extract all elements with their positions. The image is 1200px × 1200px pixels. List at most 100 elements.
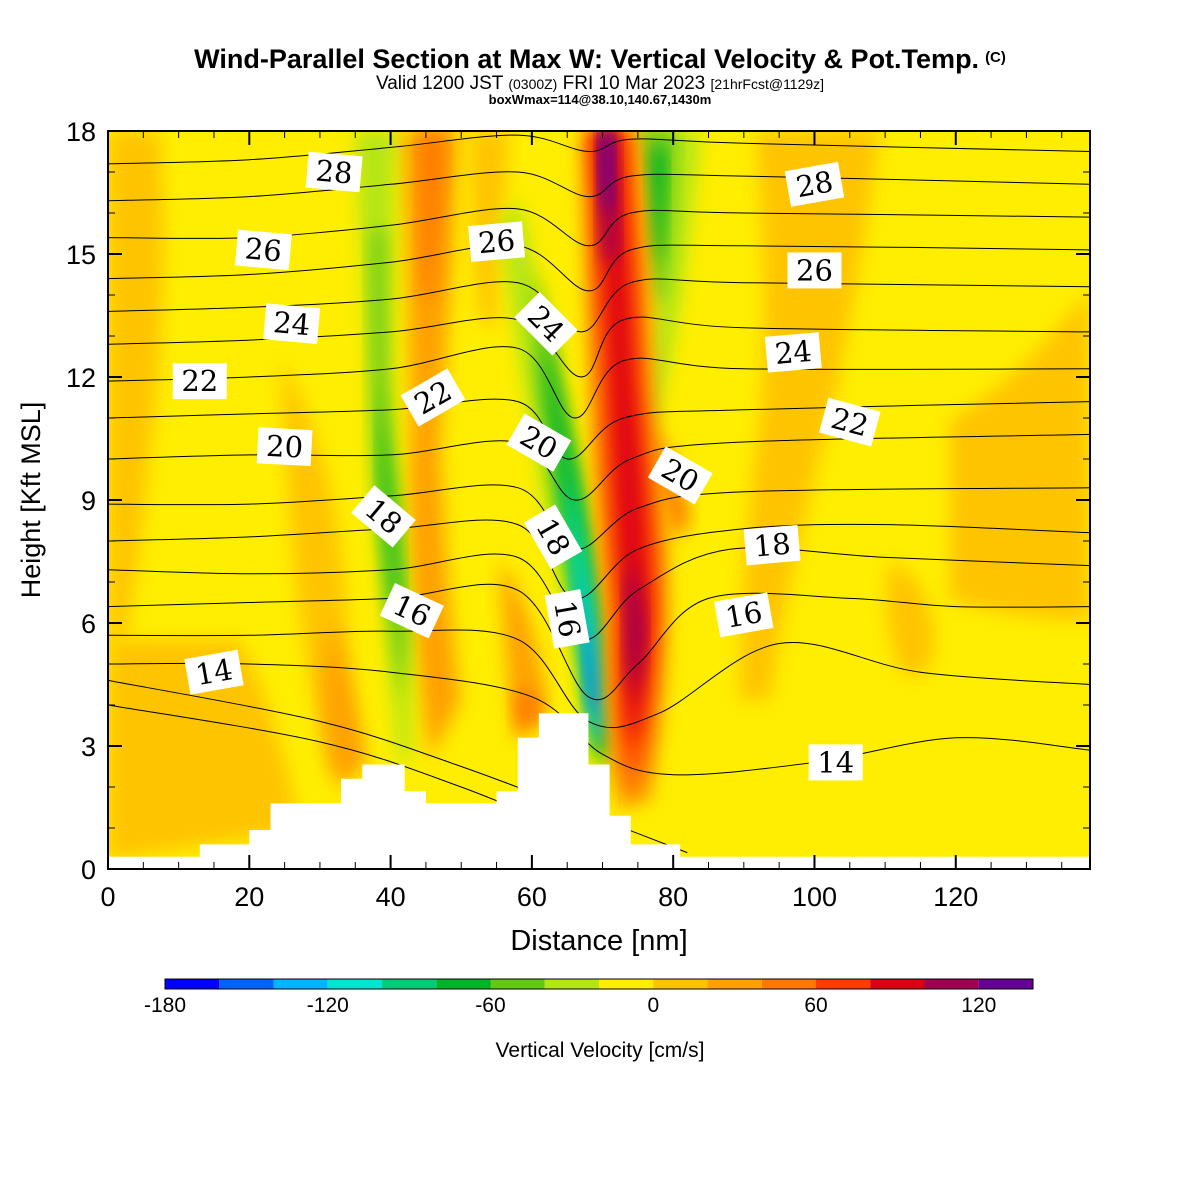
contour-label-box	[506, 413, 572, 472]
colorbar-swatch	[653, 979, 708, 989]
contour-label-box	[524, 504, 583, 570]
contour-label-box	[819, 397, 881, 447]
colorbar-swatch	[978, 979, 1034, 989]
terrain	[108, 713, 1090, 869]
contour-label-box	[184, 649, 244, 695]
theta-contour-16	[108, 583, 1090, 701]
contour-label-20: 20	[256, 427, 313, 467]
colorbar-swatch	[490, 979, 545, 989]
contour-label-18: 18	[743, 524, 801, 566]
colorbar-swatch	[924, 979, 979, 989]
contour-label-text: 24	[272, 305, 312, 342]
y-tick-label: 3	[81, 732, 96, 762]
contour-label-14: 14	[184, 649, 244, 695]
colorbar-swatch	[219, 979, 274, 989]
y-tick-label: 9	[81, 486, 96, 516]
contour-label-box	[544, 589, 590, 649]
contour-label-text: 16	[547, 598, 587, 640]
colorbar-swatch	[273, 979, 328, 989]
contour-label-box	[305, 151, 363, 193]
contour-label-box	[263, 303, 321, 344]
potential-temperature-contours	[108, 134, 1090, 854]
valid-prefix: Valid 1200 JST	[375, 73, 504, 94]
valid-date: FRI 10 Mar 2023	[562, 73, 706, 94]
x-tick-label: 120	[933, 882, 978, 912]
valid-time-line: Valid 1200 JST (0300Z) FRI 10 Mar 2023 […	[0, 73, 1200, 95]
contour-label-box	[808, 744, 863, 781]
colorbar-frame	[164, 978, 1034, 990]
box-info: boxWmax=114@38.10,140.67,1430m	[488, 92, 712, 107]
colorbar-tick-label: -120	[307, 994, 349, 1017]
colorbar: -180 -120 -60 0 60 120	[144, 978, 1034, 1017]
y-tick-label: 0	[81, 855, 96, 885]
colorbar-swatch	[707, 979, 762, 989]
contour-label-box	[784, 161, 845, 207]
contour-label-text: 28	[314, 153, 354, 190]
y-tick-label: 12	[66, 363, 96, 393]
forecast-info: [21hrFcst@1129z]	[710, 76, 825, 92]
colorbar-swatch	[816, 979, 871, 989]
contour-label-text: 26	[796, 253, 833, 287]
contour-label-box	[256, 427, 313, 467]
colorbar-tick-label: -180	[144, 994, 186, 1017]
chart-title: Wind-Parallel Section at Max W: Vertical…	[0, 44, 1200, 75]
colorbar-label: Vertical Velocity [cm/s]	[496, 1039, 705, 1062]
x-tick-label: 40	[376, 882, 406, 912]
contour-label-box	[764, 332, 822, 373]
x-tick-label: 100	[792, 882, 837, 912]
contour-label-text: 26	[244, 231, 284, 268]
theta-contour-15	[108, 629, 1090, 729]
contour-label-14: 14	[808, 744, 863, 781]
contour-label-16: 16	[544, 589, 590, 649]
contour-label-24: 24	[263, 303, 321, 344]
contour-label-box	[647, 446, 713, 505]
contour-label-text: 14	[193, 652, 235, 692]
colorbar-swatch	[165, 979, 220, 989]
contour-label-box	[351, 485, 416, 548]
theta-contour-25	[108, 244, 1090, 292]
colorbar-swatch	[327, 979, 383, 989]
title-units: (C)	[985, 49, 1006, 66]
contour-label-28: 28	[784, 161, 845, 207]
x-axis-label: Distance [nm]	[510, 925, 687, 957]
contour-label-text: 24	[773, 334, 813, 371]
contour-label-box	[400, 368, 466, 427]
x-tick-label: 60	[517, 882, 547, 912]
colorbar-swatch	[761, 979, 817, 989]
y-tick-label: 18	[66, 117, 96, 147]
contour-label-box	[514, 291, 578, 356]
x-tick-label: 0	[100, 882, 115, 912]
colorbar-tick-label: 120	[961, 994, 996, 1017]
contour-label-22: 22	[819, 397, 881, 447]
colorbar-tick-label: 60	[804, 994, 827, 1017]
contour-label-text: 26	[477, 223, 517, 260]
contour-label-28: 28	[305, 151, 363, 193]
contour-label-box	[787, 252, 842, 289]
y-tick-label: 6	[81, 609, 96, 639]
contour-label-text: 16	[723, 595, 765, 635]
y-tick-label: 15	[66, 240, 96, 270]
contour-label-26: 26	[787, 252, 842, 289]
contour-label-box	[172, 363, 227, 400]
contour-label-box	[468, 221, 526, 262]
contour-label-26: 26	[468, 221, 526, 262]
contour-label-box	[714, 592, 774, 638]
contour-label-text: 28	[793, 164, 835, 204]
theta-contour-14	[108, 662, 1090, 776]
axes: 0 20 40 60 80 100 120 0 3 6 9 12 15 18	[66, 117, 1090, 912]
contour-label-16: 16	[714, 592, 774, 638]
colorbar-swatch	[436, 979, 491, 989]
x-tick-label: 20	[234, 882, 264, 912]
valid-utc: (0300Z)	[508, 76, 558, 92]
contour-label-22: 22	[172, 363, 227, 400]
theta-contour-28	[108, 134, 1090, 165]
contour-label-text: 18	[752, 527, 792, 564]
contour-label-box	[743, 524, 801, 566]
contour-label-text: 14	[817, 745, 854, 779]
colorbar-swatch	[870, 979, 925, 989]
contour-label-text: 20	[265, 429, 304, 465]
colorbar-swatch	[382, 979, 437, 989]
y-axis-label: Height [Kft MSL]	[16, 402, 46, 599]
colorbar-swatch	[599, 979, 654, 989]
colorbar-tick-label: 0	[647, 994, 659, 1017]
